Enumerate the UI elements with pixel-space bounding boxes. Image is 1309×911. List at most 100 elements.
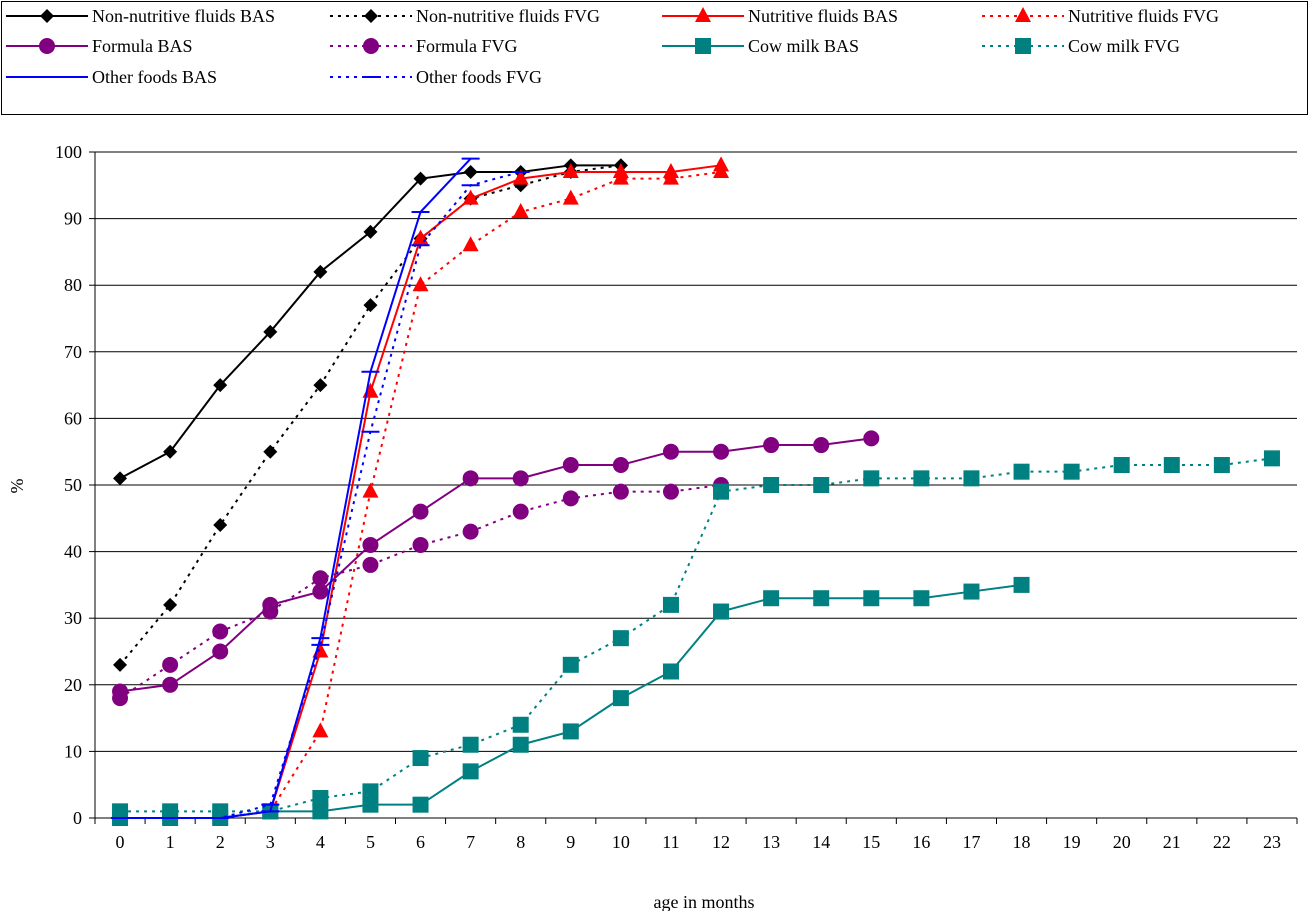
series-line <box>119 437 872 693</box>
x-tick-label: 17 <box>962 832 980 852</box>
data-point <box>112 803 129 820</box>
data-point <box>163 444 178 459</box>
data-point <box>763 477 780 493</box>
legend-label: Cow milk BAS <box>748 35 860 56</box>
data-point <box>462 189 479 205</box>
y-tick-label: 40 <box>64 542 82 562</box>
legend-swatch <box>6 38 88 54</box>
data-point <box>212 643 229 660</box>
data-point <box>263 324 278 339</box>
y-tick-label: 80 <box>64 275 82 295</box>
data-point <box>462 736 479 753</box>
data-point <box>412 796 429 813</box>
data-point <box>412 503 429 520</box>
data-point <box>463 164 478 179</box>
data-point <box>312 722 329 738</box>
data-point <box>512 169 529 185</box>
series-lines <box>111 156 1280 826</box>
x-tick-label: 7 <box>466 832 475 852</box>
x-tick-label: 10 <box>612 832 630 852</box>
y-tick-label: 70 <box>64 342 82 362</box>
data-point <box>1013 463 1030 480</box>
x-tick-label: 11 <box>662 832 679 852</box>
data-point <box>412 536 429 553</box>
chart-legend: Non-nutritive fluids BAS Non-nutritive fl… <box>1 1 1308 115</box>
data-point <box>213 378 228 393</box>
legend-marker <box>40 9 54 23</box>
data-point <box>413 171 428 186</box>
data-point <box>462 236 479 252</box>
x-tick-label: 14 <box>812 832 830 852</box>
data-point <box>162 676 179 693</box>
legend-item: Other foods FVG <box>328 63 542 91</box>
x-tick-label: 5 <box>366 832 375 852</box>
data-point <box>963 583 980 600</box>
series-line <box>120 170 722 819</box>
data-point <box>863 590 880 607</box>
legend-label: Other foods FVG <box>416 66 542 87</box>
x-tick-label: 8 <box>516 832 525 852</box>
data-point <box>813 437 830 454</box>
x-tick-label: 6 <box>416 832 425 852</box>
data-point <box>162 803 179 820</box>
series-7 <box>112 450 1280 820</box>
data-point <box>612 457 629 474</box>
data-point <box>113 471 128 486</box>
data-point <box>362 482 379 498</box>
data-point <box>212 803 229 820</box>
data-point <box>363 224 378 239</box>
series-line <box>120 171 521 819</box>
data-point <box>312 570 329 587</box>
data-point <box>363 298 378 313</box>
x-tick-label: 19 <box>1063 832 1081 852</box>
data-point <box>263 444 278 459</box>
data-point <box>362 382 379 398</box>
legend-label: Nutritive fluids BAS <box>748 5 899 26</box>
data-point <box>562 490 579 507</box>
data-point <box>412 276 429 292</box>
data-point <box>362 556 379 573</box>
legend-swatch <box>330 9 412 23</box>
data-point <box>213 517 228 532</box>
data-point <box>512 470 529 487</box>
data-point <box>1013 576 1030 593</box>
data-point <box>313 264 328 279</box>
data-point <box>512 503 529 520</box>
series-4 <box>112 430 880 700</box>
data-point <box>212 623 229 640</box>
series-5 <box>112 477 730 707</box>
legend-swatch <box>330 38 412 54</box>
legend-swatch <box>982 38 1064 54</box>
data-point <box>662 663 679 680</box>
data-point <box>1213 457 1230 474</box>
series-0 <box>113 158 628 486</box>
series-9 <box>111 170 530 819</box>
data-point <box>763 437 780 454</box>
data-point <box>312 803 329 820</box>
x-tick-label: 15 <box>862 832 880 852</box>
data-point <box>362 536 379 553</box>
legend-item: Other foods BAS <box>4 63 217 91</box>
data-point <box>813 477 830 493</box>
legend-label: Non-nutritive fluids BAS <box>92 5 275 26</box>
legend-swatch <box>6 76 88 78</box>
x-tick-label: 18 <box>1013 832 1031 852</box>
data-point <box>262 603 279 620</box>
data-point <box>163 597 178 612</box>
series-line <box>120 157 472 819</box>
data-point <box>612 630 629 647</box>
data-point <box>312 583 329 600</box>
data-point <box>662 483 679 500</box>
data-point <box>1163 457 1180 474</box>
legend-marker <box>39 38 55 54</box>
data-point <box>562 656 579 673</box>
legend-swatch <box>6 9 88 23</box>
data-point <box>562 723 579 740</box>
x-tick-label: 23 <box>1263 832 1281 852</box>
x-tick-label: 4 <box>316 832 325 852</box>
data-point <box>1063 463 1080 480</box>
data-point <box>512 716 529 733</box>
data-point <box>562 162 579 178</box>
